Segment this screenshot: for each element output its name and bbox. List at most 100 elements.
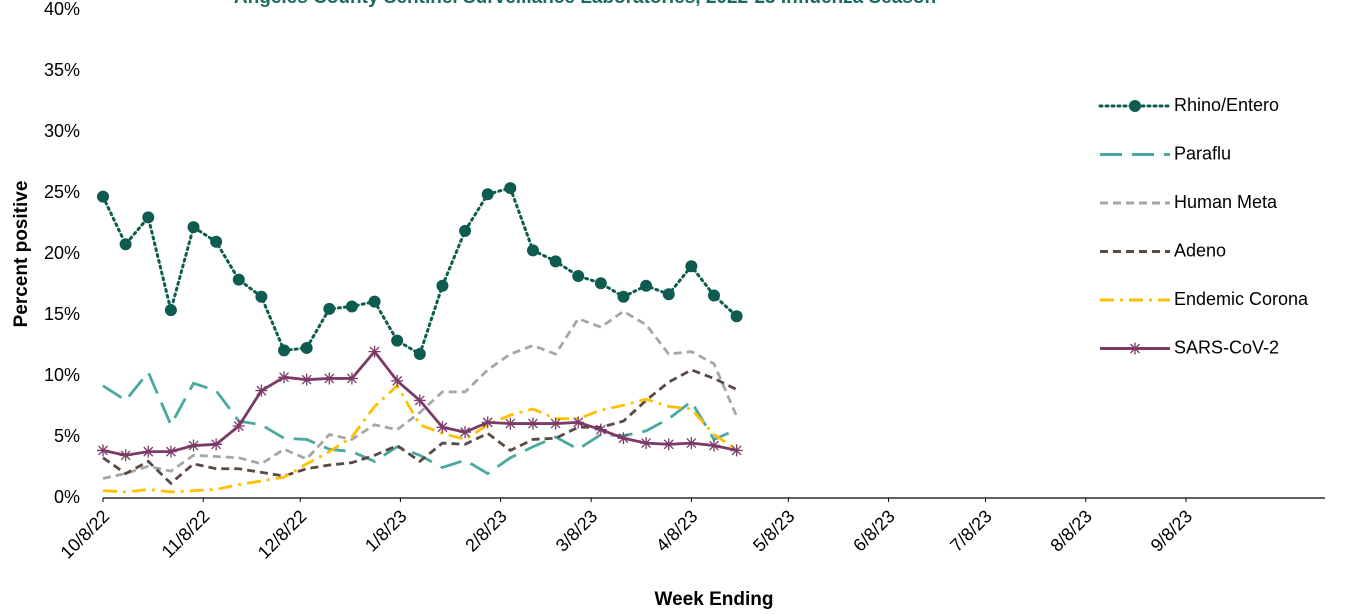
marker [730, 444, 743, 457]
marker [617, 432, 630, 445]
marker [526, 417, 539, 430]
y-axis-title: Percent positive [11, 181, 32, 328]
marker [97, 190, 109, 203]
marker [300, 373, 313, 386]
marker [345, 300, 358, 313]
x-tick-label: 11/8/22 [158, 506, 214, 562]
marker [504, 182, 517, 195]
x-tick-label: 7/8/23 [946, 506, 996, 556]
x-tick-label: 9/8/23 [1147, 506, 1197, 556]
x-tick-label: 4/8/23 [652, 506, 702, 556]
y-tick-label: 30% [44, 121, 80, 141]
marker [481, 188, 494, 201]
y-tick-label: 5% [54, 426, 80, 446]
marker [594, 423, 607, 436]
marker [164, 304, 177, 317]
x-tick-label: 2/8/23 [461, 506, 511, 556]
marker [685, 260, 698, 273]
marker [413, 348, 426, 361]
marker [368, 345, 381, 358]
series-line [102, 368, 738, 486]
marker [210, 235, 223, 248]
chart-title: Angeles County Sentinel Surveillance Lab… [234, 0, 936, 8]
marker [119, 449, 132, 462]
legend-item: Rhino/Entero [1098, 95, 1279, 115]
legend-label: Endemic Corona [1174, 289, 1309, 309]
legend-item: Adeno [1100, 240, 1226, 260]
marker [572, 416, 585, 429]
marker [662, 438, 675, 451]
y-tick-label: 0% [54, 487, 80, 507]
marker [323, 302, 336, 315]
marker [640, 437, 653, 450]
marker [278, 371, 291, 384]
marker [232, 420, 245, 433]
legend-item: Endemic Corona [1100, 289, 1309, 309]
marker [142, 445, 155, 458]
marker [232, 273, 245, 286]
marker [187, 221, 200, 234]
series-line [101, 186, 739, 357]
marker [572, 269, 585, 282]
marker [481, 416, 494, 429]
marker [97, 444, 109, 457]
marker [1129, 100, 1141, 112]
legend-item: Paraflu [1100, 143, 1231, 163]
marker [436, 279, 449, 292]
x-tick-label: 3/8/23 [552, 506, 602, 556]
marker [255, 384, 268, 397]
legend-item: SARS-CoV-2 [1100, 337, 1279, 357]
x-tick-label: 1/8/23 [361, 506, 411, 556]
marker [300, 341, 313, 354]
y-tick-label: 35% [44, 60, 80, 80]
marker [391, 334, 404, 347]
marker [504, 417, 517, 430]
marker [617, 290, 630, 303]
y-tick-label: 15% [44, 304, 80, 324]
y-tick-label: 40% [44, 0, 80, 19]
marker [187, 439, 200, 452]
marker [526, 244, 539, 257]
marker [164, 445, 177, 458]
legend-label: SARS-CoV-2 [1174, 337, 1279, 357]
marker [345, 372, 358, 385]
marker [594, 277, 607, 290]
marker [278, 344, 291, 357]
y-tick-label: 20% [44, 243, 80, 263]
marker [255, 290, 268, 303]
y-tick-label: 10% [44, 365, 80, 385]
legend-item: Human Meta [1100, 192, 1278, 212]
marker [459, 224, 472, 237]
marker [119, 238, 132, 251]
marker [459, 426, 472, 439]
x-tick-label: 5/8/23 [749, 506, 799, 556]
x-tick-label: 6/8/23 [849, 506, 899, 556]
marker [662, 288, 675, 301]
legend-label: Paraflu [1174, 143, 1231, 163]
marker [391, 374, 404, 387]
series-line [102, 309, 738, 480]
x-axis-title: Week Ending [655, 589, 774, 610]
legend-label: Adeno [1174, 240, 1226, 260]
legend-label: Rhino/Entero [1174, 95, 1279, 115]
series-line [102, 369, 738, 476]
marker [323, 372, 336, 385]
x-tick-label: 10/8/22 [57, 506, 114, 563]
marker [142, 211, 155, 224]
marker [1129, 342, 1141, 355]
marker [368, 295, 381, 308]
marker [708, 289, 720, 302]
legend-label: Human Meta [1174, 192, 1278, 212]
marker [210, 438, 223, 451]
x-tick-label: 8/8/23 [1046, 506, 1096, 556]
series-line [102, 383, 738, 494]
x-tick-label: 12/8/22 [254, 506, 311, 563]
marker [436, 421, 449, 434]
marker [549, 255, 562, 268]
marker [708, 439, 720, 452]
marker [549, 417, 562, 430]
y-tick-label: 25% [44, 182, 80, 202]
marker [640, 279, 653, 292]
